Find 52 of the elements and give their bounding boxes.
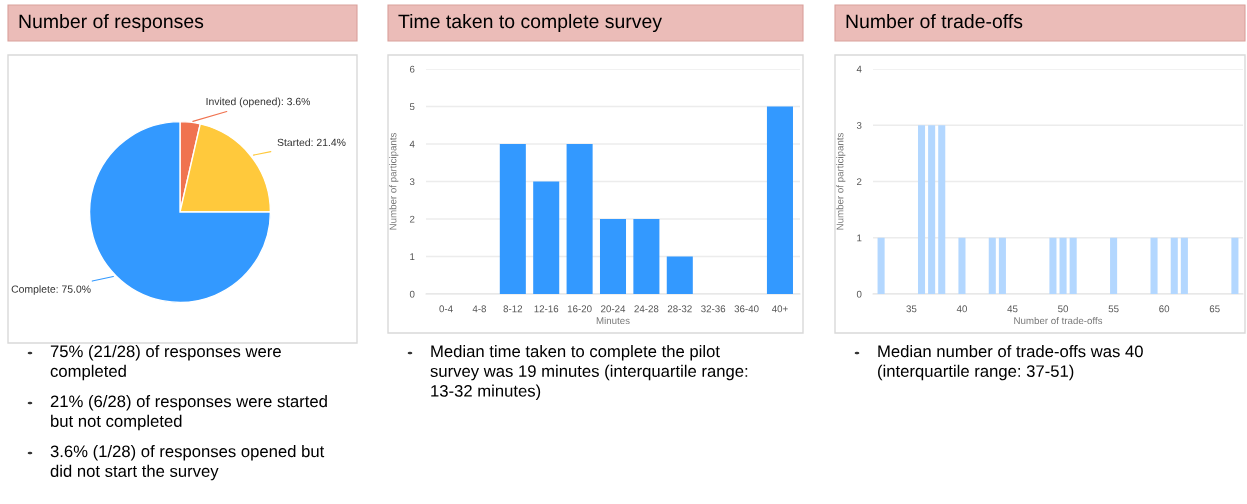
slice-label: Started: 21.4%	[277, 138, 346, 147]
x-axis-title: Number of trade-offs	[1014, 316, 1103, 325]
text: 21% (6/28) of responses were started but not completed	[50, 395, 327, 431]
x-tick-label: 4-8	[472, 305, 487, 313]
x-tick-label: 12-16	[534, 305, 559, 313]
x-tick-label: 45	[1007, 305, 1018, 313]
y-axis-title: Number of participants	[389, 132, 399, 230]
x-tick-label: 0-4	[439, 305, 453, 313]
y-tick-label: 1	[857, 234, 862, 242]
y-axis-title: Number of participants	[836, 132, 846, 230]
x-tick-label: 24-28	[634, 305, 659, 313]
bar	[499, 144, 526, 294]
bar	[633, 219, 660, 294]
bar	[533, 181, 560, 294]
y-tick-label: 3	[856, 121, 862, 129]
text: 75% (21/28) of responses were completed	[50, 345, 281, 381]
x-tick-label: 40+	[771, 305, 788, 313]
y-tick-label: 0	[856, 290, 862, 298]
slice-label: Complete: 75.0%	[11, 285, 91, 295]
text: 3.6% (1/28) of responses opened but did not start the survey	[50, 445, 325, 481]
y-tick-label: 0	[409, 290, 415, 298]
x-tick-label: 32-36	[701, 305, 726, 313]
y-tick-label: 4	[409, 140, 415, 148]
y-tick-label: 2	[409, 215, 415, 223]
text: Median time taken to complete the pilot survey was 19 minutes (interquartile range: 13-32 minutes)	[430, 345, 748, 401]
x-tick-label: 36-40	[734, 305, 759, 313]
bar	[766, 106, 793, 294]
bar	[666, 256, 693, 294]
x-tick-label: 20-24	[601, 305, 626, 313]
y-tick-label: 2	[856, 178, 862, 186]
x-tick-label: 55	[1108, 305, 1119, 313]
x-tick-label: 35	[906, 305, 917, 313]
slice-label: Invited (opened): 3.6%	[206, 97, 311, 108]
chart-title: Number of trade-offs	[846, 13, 1023, 29]
x-tick-label: 28-32	[667, 305, 692, 313]
x-tick-label: 50	[1058, 305, 1069, 313]
bar	[599, 219, 627, 294]
x-tick-label: 65	[1209, 305, 1220, 313]
x-axis-title: Minutes	[596, 316, 630, 325]
x-tick-label: 16-20	[567, 305, 592, 313]
text: Median number of trade-offs was 40 (interquartile range: 37-51)	[878, 345, 1143, 381]
y-tick-label: 1	[410, 253, 415, 261]
y-tick-label: 6	[409, 65, 415, 73]
x-tick-label: 8-12	[503, 305, 523, 313]
x-tick-label: 60	[1159, 305, 1170, 313]
y-tick-label: 4	[856, 65, 862, 73]
bar	[566, 144, 593, 294]
chart-title: Time taken to complete survey	[398, 13, 662, 33]
x-tick-label: 40	[956, 305, 967, 313]
y-tick-label: 3	[409, 178, 415, 186]
chart-title: Number of responses	[19, 13, 204, 33]
y-tick-label: 5	[409, 103, 415, 111]
